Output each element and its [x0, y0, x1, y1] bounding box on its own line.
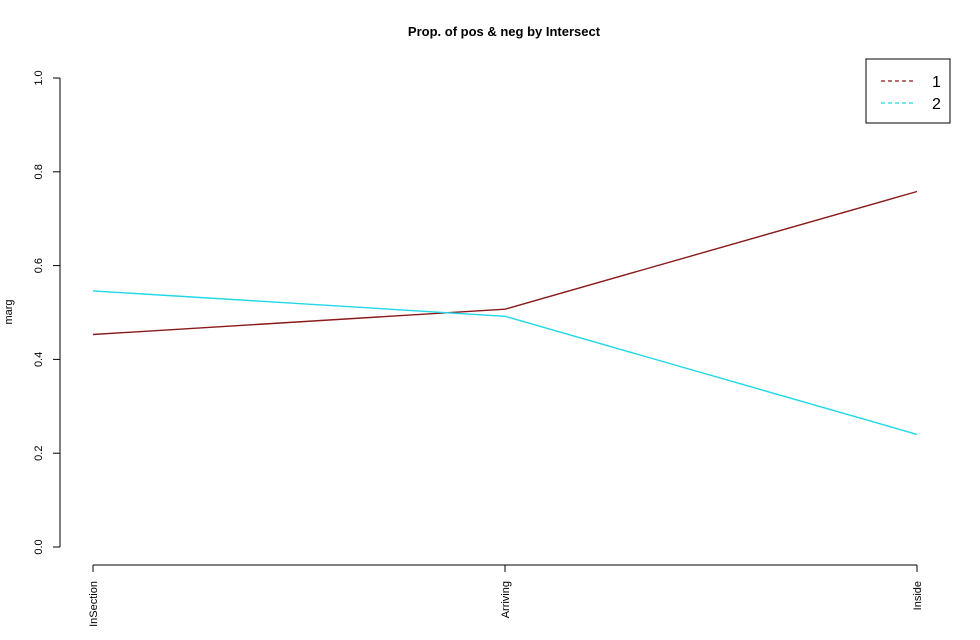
chart-title: Prop. of pos & neg by Intersect [408, 24, 601, 39]
x-axis-ticks: InSection Arriving Inside [88, 565, 924, 627]
x-tick-label: InSection [88, 581, 100, 627]
x-tick-label: Arriving [500, 581, 512, 618]
series-line-1 [92, 190, 918, 336]
series-line-2 [92, 290, 918, 436]
x-tick-label: Inside [912, 581, 924, 610]
y-tick-label: 0.6 [33, 258, 45, 273]
y-tick-label: 0.2 [33, 446, 45, 461]
y-tick-label: 0.0 [33, 539, 45, 554]
legend-label-1: 1 [932, 74, 941, 91]
y-axis-label: marg [3, 299, 15, 324]
legend-label-2: 2 [932, 96, 941, 113]
y-tick-label: 1.0 [33, 70, 45, 85]
series-lines [92, 190, 918, 436]
legend: 12 [865, 58, 951, 124]
y-tick-label: 0.8 [33, 164, 45, 179]
y-axis-ticks: 0.0 0.2 0.4 0.6 0.8 1.0 [33, 70, 60, 555]
y-tick-label: 0.4 [33, 352, 45, 367]
legend-box [865, 58, 951, 124]
